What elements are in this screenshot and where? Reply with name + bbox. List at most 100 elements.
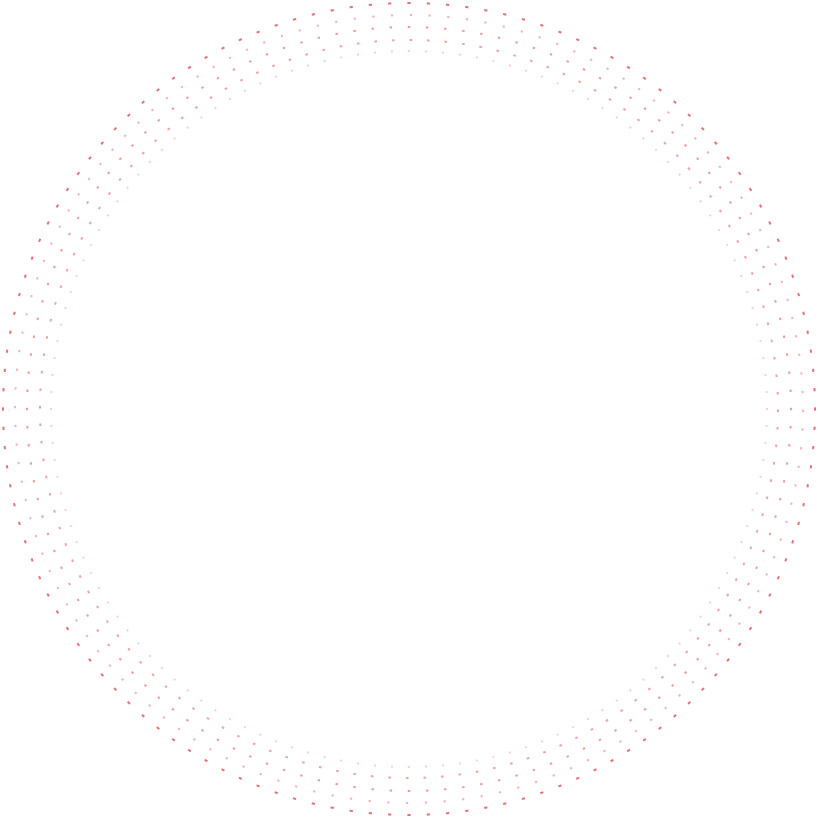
dot bbox=[139, 660, 143, 665]
dot bbox=[683, 143, 688, 147]
dot bbox=[39, 423, 42, 427]
dot bbox=[245, 48, 249, 52]
dot bbox=[622, 77, 626, 81]
dot bbox=[558, 30, 562, 34]
dot bbox=[24, 498, 27, 502]
dot bbox=[598, 76, 602, 80]
dot bbox=[236, 734, 241, 738]
dot bbox=[508, 64, 512, 67]
dot bbox=[586, 717, 590, 721]
dot bbox=[274, 791, 279, 795]
dot bbox=[113, 687, 118, 692]
dot bbox=[733, 259, 736, 262]
dot bbox=[784, 256, 788, 260]
dot bbox=[252, 742, 256, 746]
dot bbox=[428, 14, 431, 17]
dot bbox=[143, 683, 147, 688]
dot bbox=[743, 255, 747, 259]
dot bbox=[126, 628, 129, 632]
dot bbox=[41, 299, 44, 303]
dot bbox=[340, 56, 343, 59]
dot bbox=[718, 209, 722, 213]
dot bbox=[758, 228, 762, 232]
dot bbox=[60, 566, 63, 570]
dot bbox=[371, 27, 374, 30]
dot bbox=[666, 160, 670, 164]
dot bbox=[707, 171, 711, 175]
dot bbox=[593, 46, 597, 50]
dot bbox=[256, 30, 260, 34]
dot bbox=[749, 546, 753, 550]
dot bbox=[76, 171, 81, 176]
dot bbox=[255, 71, 259, 75]
dot bbox=[778, 497, 782, 501]
dot bbox=[812, 368, 815, 373]
dot bbox=[737, 171, 742, 176]
dot bbox=[549, 762, 553, 765]
dot bbox=[56, 475, 59, 478]
dot bbox=[593, 88, 597, 92]
dot bbox=[26, 425, 29, 429]
dot bbox=[785, 353, 789, 356]
dot bbox=[76, 216, 80, 220]
dot bbox=[569, 766, 573, 770]
dot bbox=[532, 46, 536, 50]
dot bbox=[718, 185, 722, 189]
dot bbox=[323, 59, 326, 63]
dot bbox=[59, 285, 63, 289]
dot bbox=[224, 87, 228, 91]
dot bbox=[409, 13, 413, 17]
dot bbox=[82, 259, 85, 262]
dot bbox=[521, 797, 526, 801]
dot bbox=[425, 765, 427, 768]
dot bbox=[368, 3, 373, 6]
dot bbox=[814, 407, 816, 411]
dot bbox=[194, 105, 199, 109]
dot bbox=[426, 813, 430, 816]
dot bbox=[5, 349, 9, 353]
dot bbox=[97, 228, 101, 232]
dot bbox=[96, 185, 100, 189]
dot bbox=[388, 813, 392, 816]
dot bbox=[36, 497, 40, 501]
dot bbox=[256, 784, 260, 788]
dot bbox=[773, 356, 776, 360]
dot bbox=[134, 691, 138, 695]
dot bbox=[274, 740, 278, 743]
dot bbox=[26, 389, 29, 393]
dot bbox=[687, 113, 692, 118]
dot bbox=[53, 357, 56, 360]
dot bbox=[86, 613, 90, 618]
dot bbox=[758, 610, 763, 614]
dot bbox=[100, 673, 105, 677]
dot bbox=[387, 801, 390, 804]
dot bbox=[390, 14, 394, 17]
dot bbox=[116, 615, 119, 619]
dot bbox=[626, 65, 631, 70]
dot bbox=[88, 658, 92, 662]
dot bbox=[813, 426, 816, 430]
dot bbox=[206, 716, 210, 721]
dot bbox=[180, 85, 184, 89]
dot bbox=[88, 221, 92, 225]
dot bbox=[106, 214, 110, 217]
dot bbox=[802, 311, 805, 316]
dot bbox=[407, 2, 411, 4]
dot bbox=[317, 36, 321, 40]
dot bbox=[524, 69, 528, 72]
dot bbox=[540, 75, 544, 78]
dot bbox=[756, 288, 760, 292]
dot bbox=[758, 204, 763, 208]
dot bbox=[248, 755, 252, 758]
dot bbox=[696, 157, 700, 161]
dot bbox=[707, 643, 711, 647]
dot bbox=[706, 150, 710, 154]
dot bbox=[678, 642, 681, 645]
dot bbox=[76, 642, 81, 647]
dot bbox=[642, 678, 645, 681]
dot bbox=[76, 598, 80, 602]
dot bbox=[685, 650, 689, 654]
dot bbox=[634, 729, 638, 733]
dot bbox=[126, 700, 131, 705]
dot bbox=[798, 353, 801, 357]
